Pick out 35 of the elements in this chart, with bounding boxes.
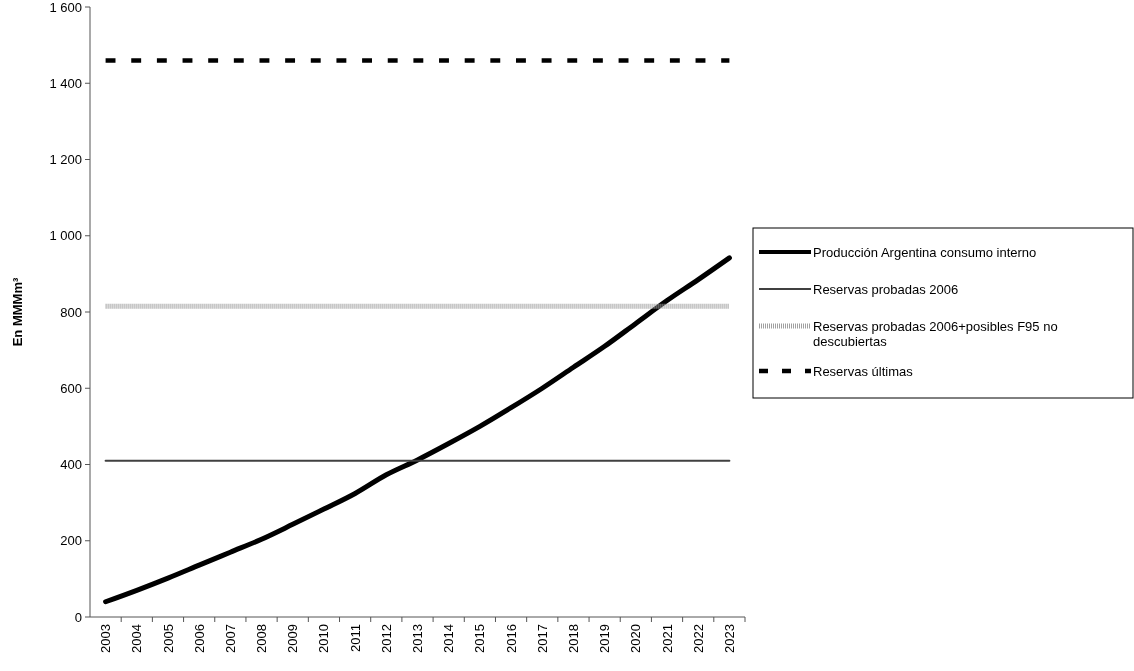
- x-tick-label: 2020: [628, 624, 644, 653]
- x-tick-label: 2008: [254, 624, 270, 653]
- y-tick-label: 600: [60, 380, 82, 396]
- legend-label: Producción Argentina consumo interno: [813, 244, 1037, 260]
- x-tick-label: 2006: [191, 624, 207, 653]
- x-tick-label: 2004: [129, 624, 145, 653]
- x-tick-label: 2003: [98, 624, 114, 653]
- x-tick-label: 2022: [690, 624, 706, 653]
- x-tick-label: 2019: [597, 624, 613, 653]
- x-tick-label: 2010: [316, 624, 332, 653]
- x-tick-label: 2012: [378, 624, 394, 653]
- y-tick-label: 200: [60, 533, 82, 549]
- y-tick-label: 400: [60, 457, 82, 473]
- y-tick-label: 1 200: [49, 152, 82, 168]
- y-tick-label: 1 000: [49, 228, 82, 244]
- y-tick-label: 800: [60, 304, 82, 320]
- legend-label: Reservas probadas 2006+posibles F95 no descubiertas: [813, 318, 1058, 349]
- x-tick-label: 2015: [472, 624, 488, 653]
- y-tick-label: 1 600: [49, 0, 82, 15]
- x-tick-label: 2011: [347, 624, 363, 652]
- x-tick-label: 2014: [441, 624, 457, 653]
- x-tick-label: 2018: [566, 624, 581, 653]
- legend-label: Reservas últimas: [813, 363, 914, 379]
- x-tick-label: 2017: [534, 624, 550, 653]
- x-tick-label: 2023: [721, 624, 737, 653]
- x-tick-label: 2021: [659, 624, 675, 653]
- x-tick-label: 2007: [222, 624, 238, 653]
- y-axis-title: En MMMm³: [10, 277, 25, 347]
- y-tick-label: 0: [74, 609, 82, 625]
- legend-label: Reservas probadas 2006: [813, 281, 959, 297]
- x-tick-label: 2013: [410, 624, 426, 653]
- y-tick-label: 1 400: [49, 75, 82, 91]
- x-tick-label: 2016: [503, 624, 519, 653]
- x-tick-label: 2009: [285, 624, 301, 653]
- x-tick-label: 2005: [160, 624, 176, 653]
